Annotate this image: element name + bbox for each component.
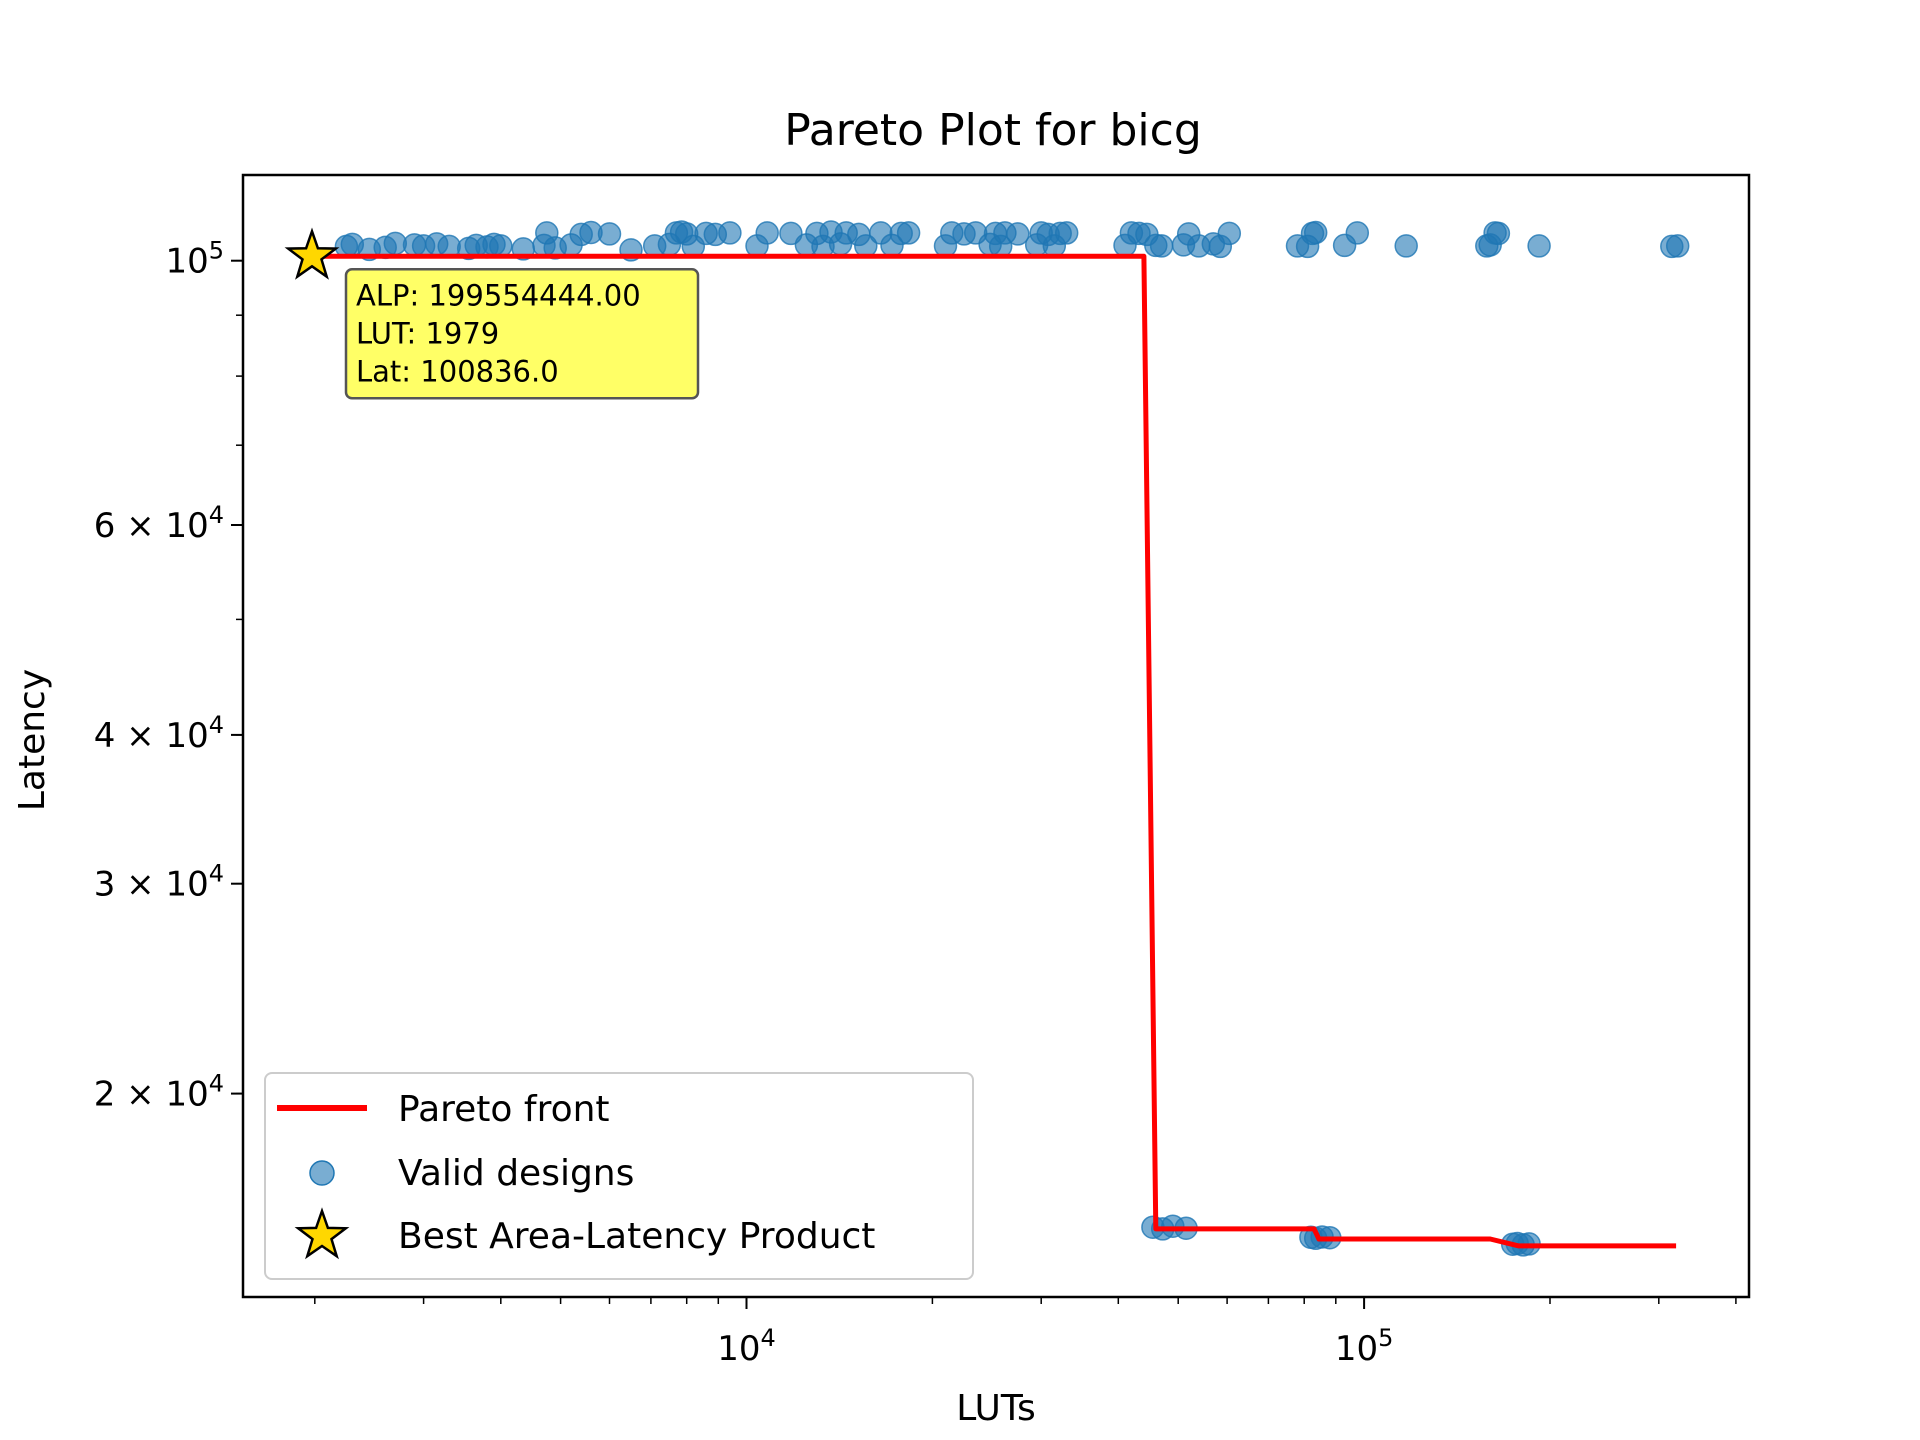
- valid-design-point: [1486, 221, 1511, 246]
- legend: Pareto front Valid designs Best Area-Lat…: [264, 1072, 974, 1280]
- chart-title: Pareto Plot for bicg: [784, 105, 1202, 156]
- valid-design-point: [1345, 221, 1370, 245]
- annotation-line: LUT: 1979: [356, 316, 499, 350]
- x-tick-label: 105: [1335, 1324, 1394, 1369]
- axes-frame: [241, 173, 1751, 1299]
- annotation-line: ALP: 199554444.00: [356, 278, 641, 312]
- best-alp-star-marker: [284, 227, 340, 280]
- valid-design-point: [597, 222, 622, 246]
- annotation-box: [344, 268, 700, 400]
- legend-marker-valid-designs: [309, 1160, 335, 1186]
- valid-design-point: [896, 221, 921, 245]
- y-tick-label: 105: [165, 237, 224, 282]
- valid-design-point: [1149, 234, 1174, 258]
- valid-design-point: [1054, 221, 1079, 245]
- valid-design-point: [718, 221, 742, 245]
- x-axis-label: LUTs: [956, 1388, 1035, 1429]
- y-tick-label: 3 × 104: [94, 860, 224, 905]
- valid-design-point: [1303, 220, 1328, 245]
- legend-label-best-alp: Best Area-Latency Product: [398, 1216, 875, 1257]
- y-tick-label: 6 × 104: [94, 501, 224, 546]
- valid-design-point: [1665, 234, 1690, 258]
- valid-design-point: [489, 234, 513, 258]
- pareto-front-line: [312, 253, 1677, 1249]
- x-axis-ticks: 104 105: [314, 1297, 1737, 1369]
- y-tick-label: 2 × 104: [94, 1070, 224, 1115]
- series-layer: [284, 220, 1690, 1257]
- plot-area: [284, 220, 1690, 1257]
- valid-design-point: [1217, 221, 1242, 246]
- valid-design-point: [1527, 234, 1551, 258]
- x-tick-label: 104: [717, 1324, 776, 1369]
- legend-label-valid-designs: Valid designs: [398, 1153, 634, 1194]
- annotation-line: Lat: 100836.0: [356, 354, 559, 388]
- valid-design-point: [1006, 222, 1030, 246]
- y-axis-ticks: 105 6 × 104 4 × 104 3 × 104 2 × 104: [94, 237, 243, 1115]
- legend-marker-best-alp-star: [294, 1207, 350, 1260]
- y-axis-label: Latency: [12, 669, 53, 811]
- legend-label-pareto-front: Pareto front: [398, 1089, 610, 1130]
- best-point-annotation: ALP: 199554444.00 LUT: 1979 Lat: 100836.0: [344, 268, 700, 400]
- valid-design-point: [1394, 234, 1418, 258]
- valid-design-point: [755, 221, 779, 245]
- legend-box: [264, 1072, 974, 1280]
- y-tick-label: 4 × 104: [94, 711, 224, 756]
